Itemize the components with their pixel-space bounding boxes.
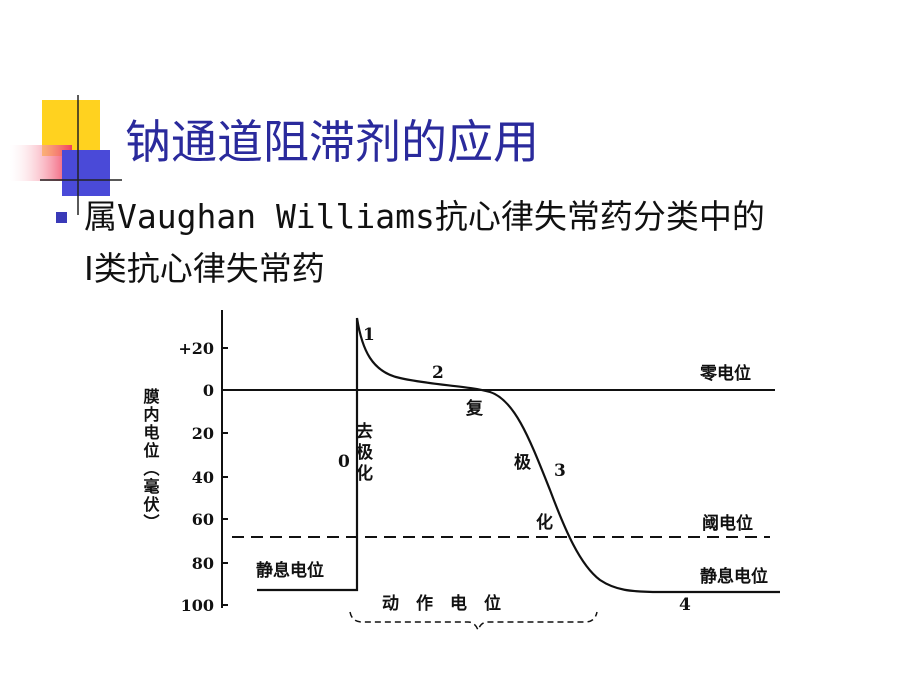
annotation: 阈电位 [702,513,753,534]
annotation: 化 [536,512,553,533]
y-tick-label: 40 [192,468,214,487]
annotation: 4 [679,595,691,615]
annotation: 0 [338,452,350,472]
annotation: 复 [465,398,484,419]
y-axis-label: 膜内电位（毫伏） [141,388,160,532]
y-tick-label: 80 [192,554,214,573]
y-tick-label: 0 [203,381,214,400]
y-tick-label: 100 [181,596,214,615]
annotation: 去极化 [352,421,373,485]
brace [349,611,598,633]
annotation: 极 [514,453,531,473]
y-tick-label: 60 [192,510,214,529]
annotation: 零电位 [699,363,751,384]
bullet-marker [56,212,67,223]
bullet-line: 属Vaughan Williams抗心律失常药分类中的 [84,197,765,236]
annotation: 动 作 电 位 [382,593,501,614]
annotation: 3 [554,461,566,481]
annotation: 1 [363,325,375,345]
figure [221,310,780,633]
annotation: 静息电位 [700,566,768,587]
annotation: 静息电位 [256,560,324,581]
figure-labels: 膜内电位（毫伏） +20 0 20 40 60 80 100 1 2 零电位 复… [141,325,769,615]
y-tick-label: +20 [178,339,214,358]
bullet-line: Ⅰ类抗心律失常药 [84,249,325,288]
action-potential-curve [257,317,780,594]
title: 钠通道阻滞剂的应用 [125,115,539,169]
decoration [10,95,122,215]
annotation: 2 [432,363,444,383]
ticks [222,347,228,606]
y-tick-label: 20 [192,424,214,443]
